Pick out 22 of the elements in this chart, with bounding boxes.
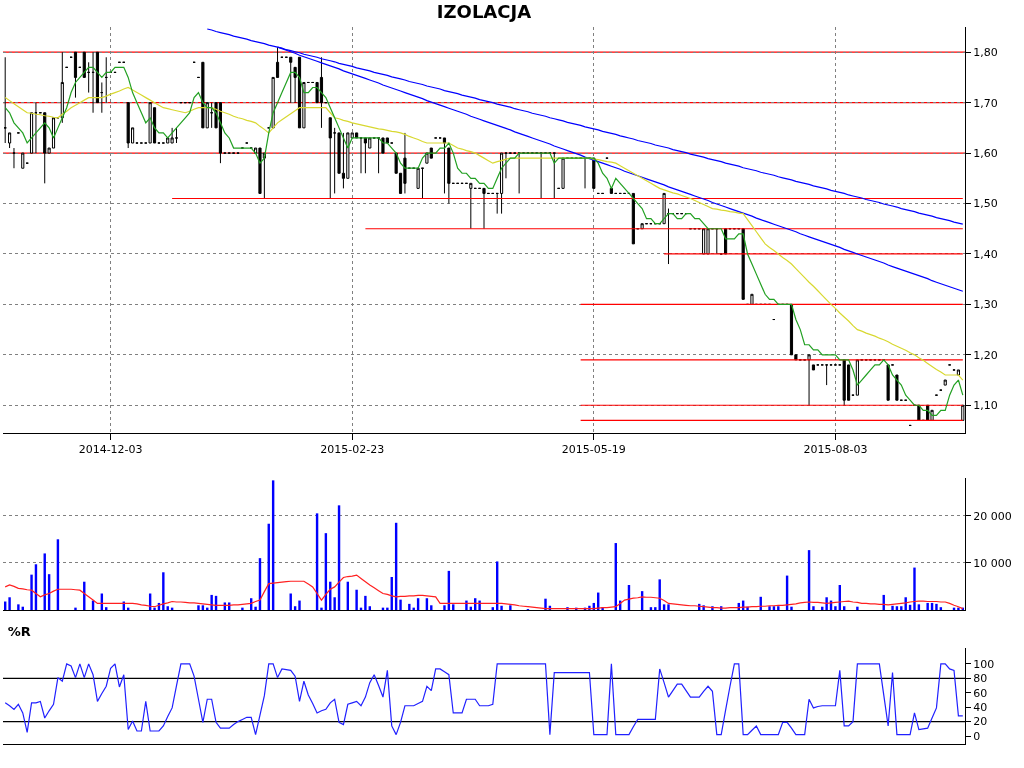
y-tick-label: 1,40 <box>973 247 998 261</box>
y-tick-label: 1,70 <box>973 96 998 110</box>
y-tick-label: 1,50 <box>973 197 998 211</box>
chart-title: %R <box>7 623 31 639</box>
y-tick-label: 1,10 <box>973 399 998 413</box>
y-tick-label: 100 <box>973 657 995 671</box>
y-tick-label: 1,30 <box>973 298 998 312</box>
y-tick-label: 20 <box>973 715 988 729</box>
y-tick-label: 1,60 <box>973 146 998 160</box>
x-tick-label: 2015-08-03 <box>803 443 868 457</box>
y-tick-label: 10 000 <box>973 556 1012 570</box>
y-tick-label: 1,20 <box>973 348 998 362</box>
y-tick-label: 1,80 <box>973 46 998 60</box>
y-tick-label: 60 <box>973 686 988 700</box>
y-tick-label: 20 000 <box>973 509 1012 523</box>
y-tick-label: 0 <box>973 729 981 743</box>
y-tick-label: 80 <box>973 672 988 686</box>
x-tick-label: 2014-12-03 <box>78 443 143 457</box>
x-tick-label: 2015-02-23 <box>320 443 385 457</box>
y-tick-label: 40 <box>973 701 988 715</box>
x-tick-label: 2015-05-19 <box>561 443 626 457</box>
chart-title: IZOLACJA <box>436 1 532 23</box>
